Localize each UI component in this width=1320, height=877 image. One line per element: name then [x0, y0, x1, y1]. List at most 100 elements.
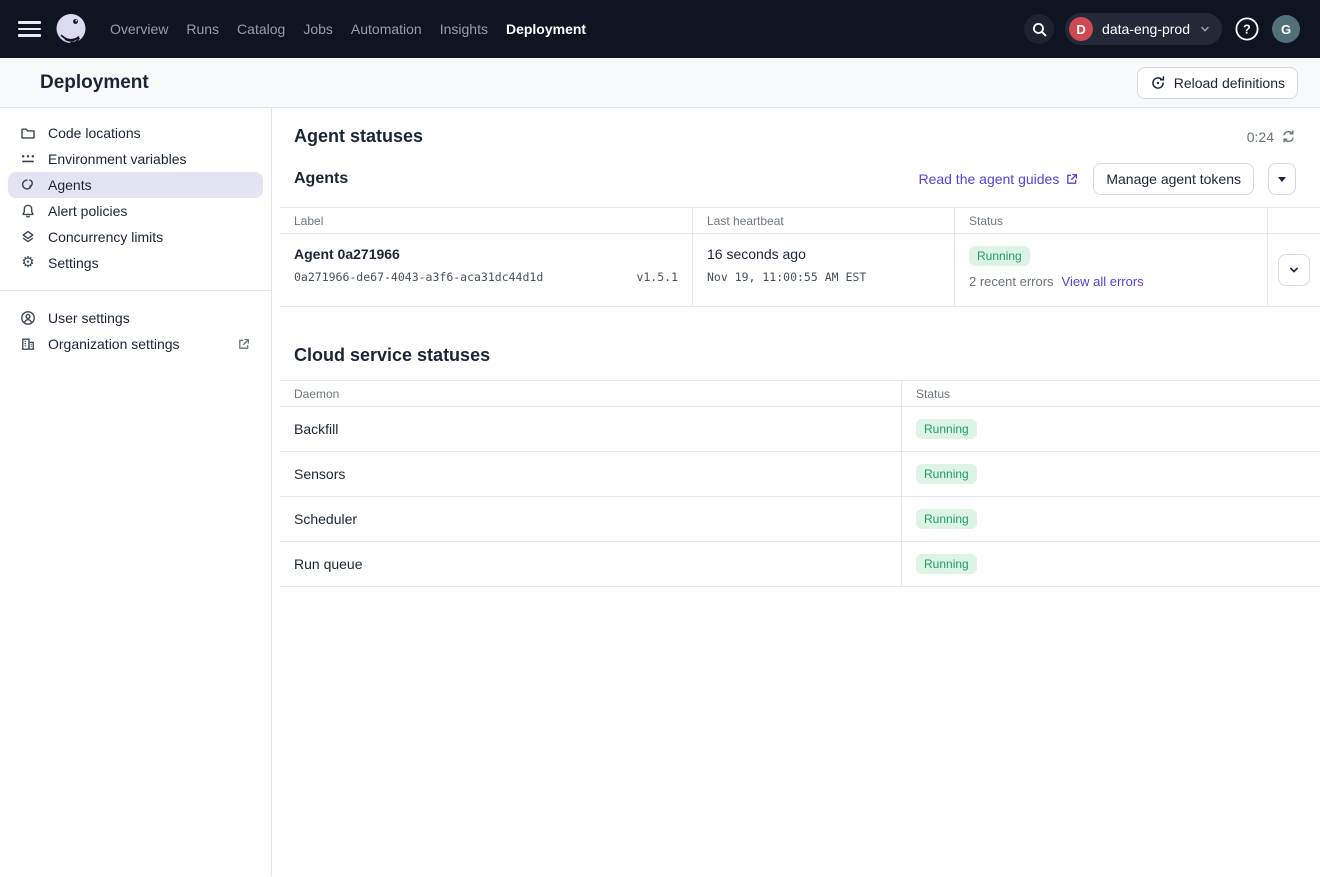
sidebar-item-environment-variables[interactable]: Environment variables	[8, 146, 263, 172]
nav-item-runs[interactable]: Runs	[186, 21, 219, 37]
top-nav-bar: Overview Runs Catalog Jobs Automation In…	[0, 0, 1320, 58]
agent-heartbeat-cell: 16 seconds ago Nov 19, 11:00:55 AM EST	[693, 234, 955, 307]
topbar-right-cluster: D data-eng-prod ? G	[1024, 13, 1300, 45]
column-header-daemon: Daemon	[280, 380, 902, 407]
daemon-name-cell: Scheduler	[280, 497, 902, 542]
sidebar-item-label: Concurrency limits	[48, 229, 163, 245]
agent-label-cell: Agent 0a271966 0a271966-de67-4043-a3f6-a…	[280, 234, 693, 307]
search-icon	[1031, 21, 1048, 38]
agents-table: Label Last heartbeat Status Agent 0a2719…	[280, 207, 1320, 307]
deployment-switcher[interactable]: D data-eng-prod	[1065, 13, 1222, 45]
manage-agent-tokens-label: Manage agent tokens	[1106, 171, 1241, 187]
page-title: Deployment	[40, 72, 149, 94]
chevron-down-icon	[1199, 23, 1211, 35]
app-root: Overview Runs Catalog Jobs Automation In…	[0, 0, 1320, 876]
agent-icon	[20, 177, 36, 193]
hamburger-menu-button[interactable]	[18, 17, 41, 41]
chevron-down-icon	[1287, 263, 1301, 277]
agent-row-expand-button[interactable]	[1278, 254, 1310, 286]
column-header-status: Status	[902, 380, 1320, 407]
agent-name: Agent 0a271966	[294, 246, 678, 262]
refresh-icon[interactable]	[1281, 129, 1296, 144]
reload-definitions-icon	[1150, 75, 1166, 91]
heartbeat-timestamp: Nov 19, 11:00:55 AM EST	[707, 270, 940, 284]
reload-definitions-button[interactable]: Reload definitions	[1137, 67, 1298, 99]
column-header-last-heartbeat: Last heartbeat	[693, 207, 955, 234]
external-link-icon	[1065, 172, 1079, 186]
reload-definitions-label: Reload definitions	[1174, 75, 1285, 91]
agents-section-label: Agents	[294, 170, 348, 188]
nav-item-overview[interactable]: Overview	[110, 21, 168, 37]
cloud-service-statuses-title: Cloud service statuses	[294, 345, 1320, 366]
nav-item-insights[interactable]: Insights	[440, 21, 488, 37]
folder-icon	[20, 125, 36, 141]
daemon-name-cell: Run queue	[280, 542, 902, 587]
sidebar-item-label: Code locations	[48, 125, 141, 141]
sidebar-item-code-locations[interactable]: Code locations	[8, 120, 263, 146]
column-header-label: Label	[280, 207, 693, 234]
daemon-status-cell: Running	[902, 542, 1320, 587]
svg-text:?: ?	[1243, 23, 1251, 37]
search-button[interactable]	[1024, 14, 1054, 44]
deployment-sidebar: Code locations Environment variables Age…	[0, 108, 272, 876]
bell-icon	[20, 203, 36, 219]
sidebar-item-label: Organization settings	[48, 336, 180, 352]
refresh-countdown: 0:24	[1247, 129, 1296, 145]
manage-agent-tokens-button[interactable]: Manage agent tokens	[1093, 163, 1254, 195]
primary-nav: Overview Runs Catalog Jobs Automation In…	[110, 21, 586, 37]
daemon-status-cell: Running	[902, 407, 1320, 452]
dagster-octopus-icon	[54, 12, 88, 46]
help-icon: ?	[1233, 15, 1261, 43]
building-icon	[20, 336, 36, 352]
agent-status-cell: Running 2 recent errors View all errors	[955, 234, 1268, 307]
daemon-name-cell: Sensors	[280, 452, 902, 497]
dagster-logo[interactable]	[54, 12, 88, 46]
sidebar-item-organization-settings[interactable]: Organization settings	[8, 331, 263, 357]
heartbeat-relative: 16 seconds ago	[707, 246, 940, 262]
layers-icon	[20, 229, 36, 245]
deployment-initial-badge: D	[1069, 17, 1093, 41]
status-badge: Running	[916, 419, 977, 439]
hamburger-icon	[18, 21, 41, 24]
status-badge: Running	[916, 509, 977, 529]
agents-more-actions-button[interactable]	[1268, 163, 1296, 195]
sidebar-divider	[0, 290, 271, 291]
sidebar-item-label: Settings	[48, 255, 99, 271]
agent-guides-link[interactable]: Read the agent guides	[918, 171, 1079, 187]
main-content: Agent statuses 0:24 Agents Read the agen…	[272, 108, 1320, 876]
agent-row-expand-cell	[1268, 234, 1320, 307]
nav-item-catalog[interactable]: Catalog	[237, 21, 285, 37]
nav-item-deployment[interactable]: Deployment	[506, 21, 586, 37]
deployment-name: data-eng-prod	[1102, 21, 1190, 37]
cloud-services-table: Daemon Status Backfill Running Sensors R…	[280, 380, 1320, 587]
agent-guides-link-label: Read the agent guides	[918, 171, 1059, 187]
sidebar-item-agents[interactable]: Agents	[8, 172, 263, 198]
sidebar-item-label: Environment variables	[48, 151, 187, 167]
status-badge: Running	[916, 464, 977, 484]
external-link-icon	[237, 337, 251, 351]
status-badge: Running	[969, 246, 1030, 266]
recent-errors-summary: 2 recent errors	[969, 274, 1054, 289]
refresh-countdown-value: 0:24	[1247, 129, 1274, 145]
view-all-errors-link[interactable]: View all errors	[1062, 274, 1144, 289]
nav-item-jobs[interactable]: Jobs	[303, 21, 333, 37]
user-avatar[interactable]: G	[1272, 15, 1300, 43]
daemon-name-cell: Backfill	[280, 407, 902, 452]
sidebar-item-user-settings[interactable]: User settings	[8, 305, 263, 331]
nav-item-automation[interactable]: Automation	[351, 21, 422, 37]
sidebar-item-settings[interactable]: ⚙ Settings	[8, 250, 263, 276]
sidebar-item-concurrency-limits[interactable]: Concurrency limits	[8, 224, 263, 250]
gear-icon: ⚙	[20, 255, 36, 271]
agent-version: v1.5.1	[636, 270, 678, 284]
page-header: Deployment Reload definitions	[0, 58, 1320, 108]
agent-statuses-title: Agent statuses	[294, 126, 423, 147]
help-button[interactable]: ?	[1233, 15, 1261, 43]
env-vars-icon	[20, 151, 36, 167]
daemon-status-cell: Running	[902, 452, 1320, 497]
sidebar-item-label: Agents	[48, 177, 92, 193]
sidebar-item-alert-policies[interactable]: Alert policies	[8, 198, 263, 224]
caret-down-icon	[1278, 177, 1286, 182]
daemon-status-cell: Running	[902, 497, 1320, 542]
status-badge: Running	[916, 554, 977, 574]
sidebar-item-label: Alert policies	[48, 203, 127, 219]
